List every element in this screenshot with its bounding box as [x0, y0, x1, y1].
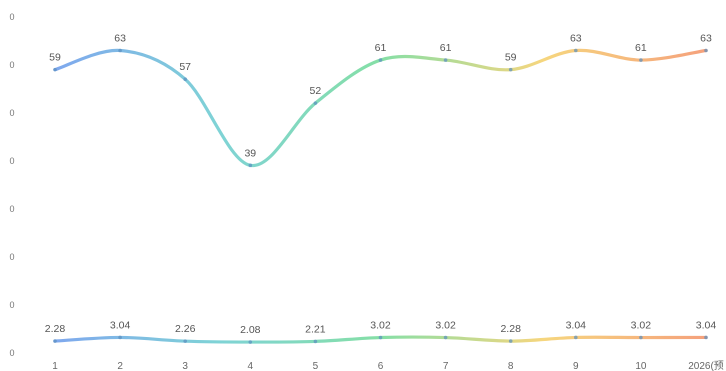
data-point	[574, 335, 578, 340]
x-tick-label: 7	[443, 361, 449, 371]
data-label: 2.28	[500, 323, 521, 335]
data-point	[508, 67, 513, 72]
x-tick-label: 8	[508, 361, 514, 371]
data-label: 59	[505, 52, 517, 64]
data-point	[118, 335, 122, 340]
data-label: 59	[49, 52, 61, 64]
data-label: 3.04	[110, 319, 131, 331]
y-tick-label: 0	[9, 12, 14, 22]
data-point	[183, 77, 187, 82]
data-point	[639, 58, 643, 62]
data-point	[704, 48, 708, 53]
data-label: 63	[570, 33, 582, 45]
data-point	[378, 58, 383, 62]
data-label: 2.21	[305, 323, 326, 335]
x-tick-label: 1	[52, 361, 58, 371]
y-tick-label: 0	[9, 300, 14, 310]
data-label: 61	[375, 42, 387, 54]
x-tick-label: 6	[378, 361, 384, 371]
data-label: 57	[179, 61, 191, 73]
axis-layer: 0 0 0 0 0 0 0 0 1 2 3 4 5 6 7 8 9 10 2026(预	[9, 12, 723, 371]
data-label: 3.02	[435, 320, 456, 332]
series-line	[53, 48, 708, 167]
data-point	[313, 339, 318, 344]
x-tick-label: 2026(预	[688, 360, 724, 371]
y-tick-label: 0	[9, 348, 14, 358]
y-tick-label: 0	[9, 156, 14, 166]
data-point	[248, 163, 253, 168]
data-point	[53, 67, 57, 72]
data-point	[53, 339, 57, 343]
y-tick-label: 0	[9, 252, 14, 262]
data-label-layer: 59 63 57 39 52 61 61 59 63 61 63 2.28 3.04 2.26 2.08 2.…	[45, 33, 717, 337]
data-point	[508, 339, 513, 343]
data-point	[183, 339, 187, 343]
data-label: 39	[244, 147, 256, 159]
y-tick-label: 0	[9, 108, 14, 118]
data-point	[443, 335, 448, 340]
series-layer	[53, 48, 708, 344]
data-label: 3.04	[696, 319, 717, 331]
x-tick-label: 4	[248, 361, 254, 371]
data-label: 63	[700, 33, 712, 45]
data-point	[118, 48, 122, 53]
data-point	[639, 335, 643, 340]
data-point	[443, 58, 448, 62]
x-tick-label: 10	[635, 361, 647, 371]
data-label: 63	[114, 33, 126, 45]
y-tick-label: 0	[9, 204, 14, 214]
data-label: 52	[310, 85, 322, 97]
x-tick-label: 5	[313, 361, 319, 371]
x-tick-label: 9	[573, 361, 579, 371]
data-point	[704, 335, 708, 340]
data-point	[378, 335, 383, 340]
data-label: 2.26	[175, 323, 196, 335]
data-point	[313, 101, 318, 105]
data-label: 2.08	[240, 324, 261, 336]
y-tick-label: 0	[9, 60, 14, 70]
x-tick-label: 3	[182, 361, 188, 371]
data-label: 3.04	[566, 319, 587, 331]
data-label: 3.02	[370, 320, 391, 332]
data-point	[574, 48, 578, 53]
data-label: 2.28	[45, 323, 66, 335]
data-label: 61	[635, 42, 647, 54]
data-point	[248, 340, 253, 344]
data-label: 3.02	[631, 320, 652, 332]
x-tick-label: 2	[117, 361, 123, 371]
data-label: 61	[440, 42, 452, 54]
